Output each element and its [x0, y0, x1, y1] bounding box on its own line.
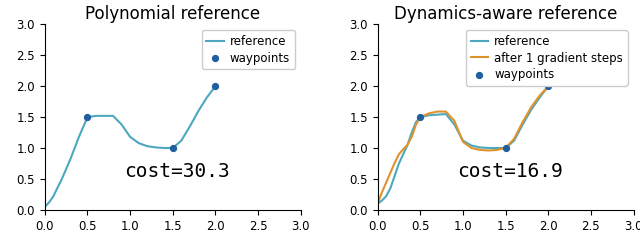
reference [109, 114, 117, 117]
after 1 gradient steps [459, 140, 467, 143]
reference [49, 195, 57, 198]
Text: cost=16.9: cost=16.9 [457, 162, 563, 181]
reference [536, 96, 543, 99]
reference [135, 142, 143, 144]
reference [177, 139, 185, 142]
waypoints [211, 84, 221, 88]
reference [527, 108, 535, 111]
reference [468, 144, 476, 147]
reference [84, 116, 92, 119]
after 1 gradient steps [395, 153, 403, 156]
reference [519, 123, 527, 126]
reference [387, 187, 394, 190]
Legend: reference, waypoints: reference, waypoints [202, 30, 295, 69]
after 1 gradient steps [433, 110, 441, 113]
reference [412, 121, 420, 123]
after 1 gradient steps [519, 121, 527, 123]
reference [161, 147, 168, 150]
reference [545, 85, 552, 88]
reference [417, 116, 424, 119]
reference [118, 123, 125, 126]
reference [382, 195, 390, 198]
after 1 gradient steps [408, 135, 415, 138]
reference [476, 146, 484, 149]
reference [75, 135, 83, 138]
Line: reference: reference [378, 86, 548, 204]
reference [391, 174, 399, 177]
Line: reference: reference [45, 86, 216, 207]
reference [126, 135, 134, 138]
after 1 gradient steps [493, 148, 501, 151]
reference [374, 202, 381, 205]
waypoints [415, 115, 426, 119]
after 1 gradient steps [476, 148, 484, 151]
reference [399, 153, 407, 156]
reference [425, 114, 433, 117]
reference [404, 143, 412, 146]
reference [378, 199, 386, 202]
after 1 gradient steps [404, 143, 412, 146]
after 1 gradient steps [527, 106, 535, 109]
after 1 gradient steps [545, 85, 552, 88]
reference [442, 112, 450, 115]
reference [195, 110, 202, 112]
after 1 gradient steps [502, 147, 509, 150]
reference [41, 205, 49, 208]
waypoints [543, 84, 554, 88]
Text: cost=30.3: cost=30.3 [124, 162, 230, 181]
reference [408, 131, 415, 134]
after 1 gradient steps [391, 161, 399, 164]
reference [100, 114, 108, 117]
after 1 gradient steps [382, 181, 390, 184]
after 1 gradient steps [412, 123, 420, 126]
reference [203, 96, 211, 99]
Legend: reference, after 1 gradient steps, waypoints: reference, after 1 gradient steps, waypo… [466, 30, 628, 86]
reference [395, 162, 403, 165]
reference [212, 85, 220, 88]
reference [493, 147, 501, 150]
after 1 gradient steps [510, 137, 518, 140]
reference [510, 139, 518, 142]
reference [186, 125, 194, 128]
after 1 gradient steps [417, 116, 424, 119]
after 1 gradient steps [451, 119, 458, 122]
reference [169, 147, 177, 150]
after 1 gradient steps [468, 147, 476, 150]
reference [484, 147, 492, 150]
after 1 gradient steps [378, 191, 386, 194]
waypoints [168, 146, 178, 150]
after 1 gradient steps [425, 112, 433, 115]
reference [459, 139, 467, 142]
after 1 gradient steps [442, 110, 450, 113]
reference [451, 123, 458, 126]
waypoints [83, 115, 93, 119]
after 1 gradient steps [374, 202, 381, 205]
reference [58, 177, 66, 180]
reference [502, 147, 509, 150]
reference [92, 114, 100, 117]
reference [67, 158, 74, 161]
waypoints [500, 146, 511, 150]
after 1 gradient steps [399, 148, 407, 151]
Line: after 1 gradient steps: after 1 gradient steps [378, 86, 548, 204]
after 1 gradient steps [536, 94, 543, 97]
reference [143, 145, 151, 148]
Title: Dynamics-aware reference: Dynamics-aware reference [394, 5, 618, 23]
after 1 gradient steps [484, 149, 492, 152]
after 1 gradient steps [387, 171, 394, 174]
reference [45, 201, 53, 204]
reference [433, 113, 441, 116]
reference [152, 146, 159, 149]
Title: Polynomial reference: Polynomial reference [85, 5, 260, 23]
